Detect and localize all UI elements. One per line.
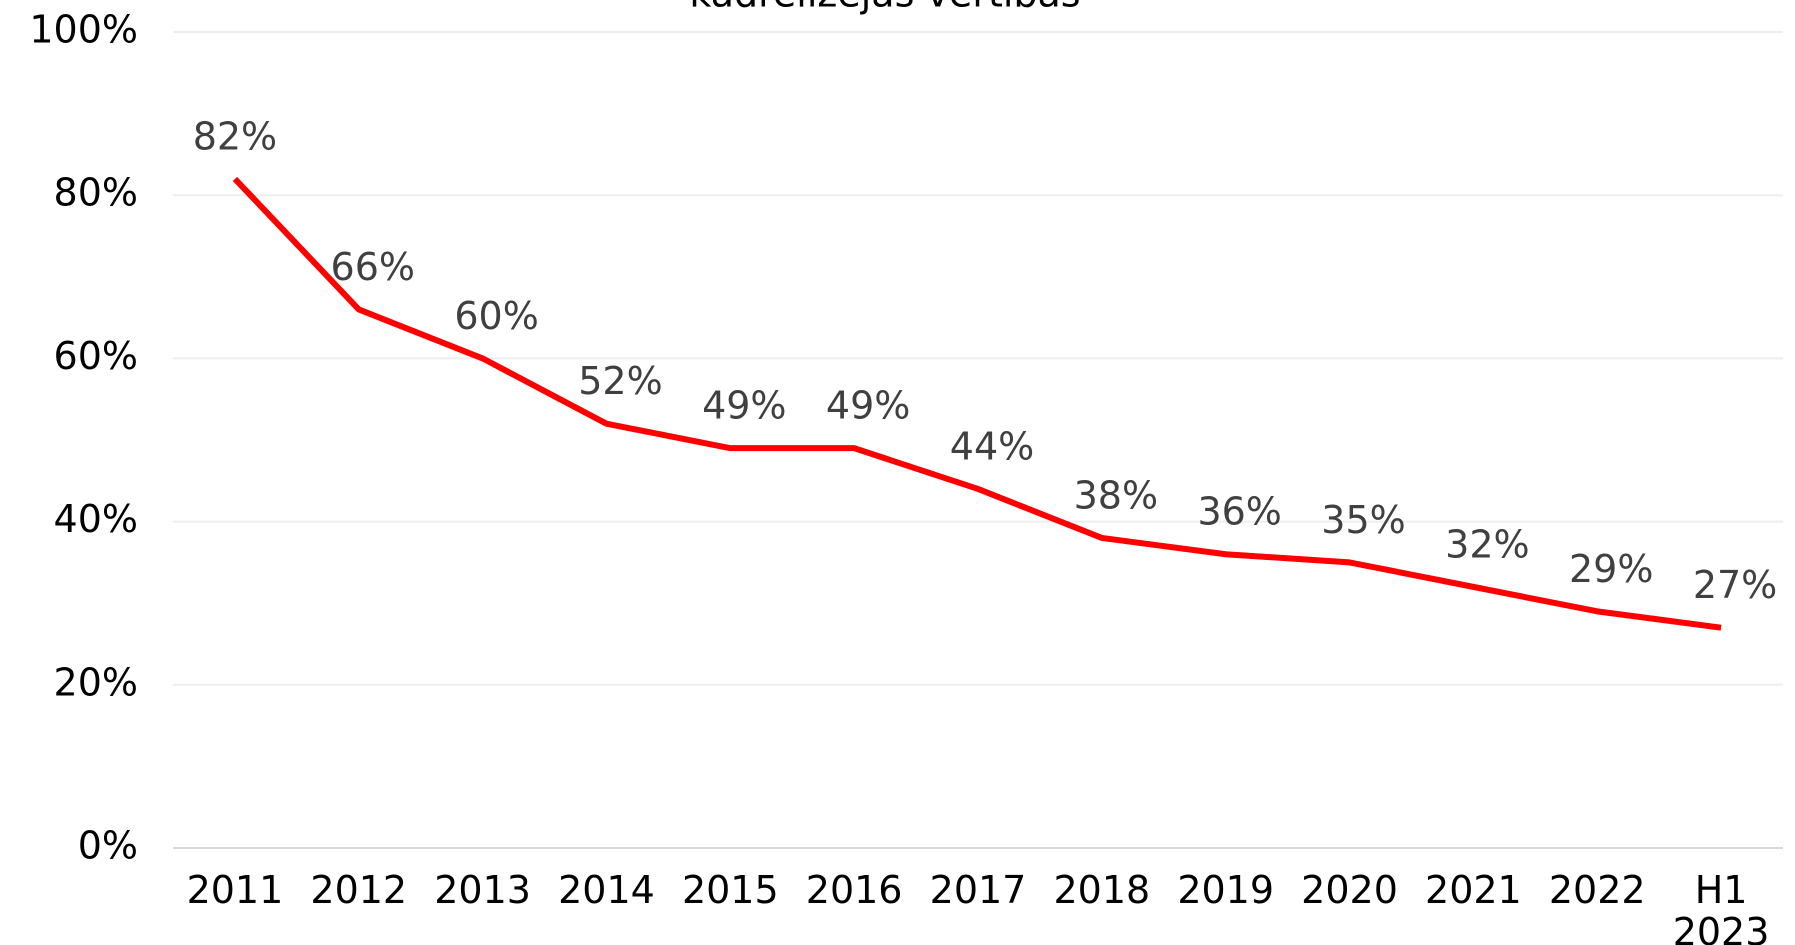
x-tick-label: 2018 xyxy=(1053,868,1150,912)
data-label: 35% xyxy=(1321,498,1405,542)
x-tick-label: 2014 xyxy=(558,868,655,912)
data-label: 60% xyxy=(454,294,538,338)
data-label: 44% xyxy=(950,424,1034,468)
x-tick-label: 2020 xyxy=(1301,868,1398,912)
x-tick-label: 2022 xyxy=(1549,868,1646,912)
line xyxy=(232,176,1722,631)
y-tick-label: 40% xyxy=(54,497,138,541)
data-label: 52% xyxy=(578,359,662,403)
x-tick-label: 2012 xyxy=(310,868,407,912)
y-tick-label: 100% xyxy=(29,8,138,52)
data-label: 49% xyxy=(826,384,910,428)
y-tick-label: 60% xyxy=(54,334,138,378)
x-tick-label: 2016 xyxy=(806,868,903,912)
y-tick-label: 80% xyxy=(54,171,138,215)
data-label: 36% xyxy=(1197,490,1281,534)
data-label: 66% xyxy=(331,245,415,289)
data-label: 29% xyxy=(1569,547,1653,591)
data-label: 32% xyxy=(1445,522,1529,566)
y-tick-label: 20% xyxy=(54,660,138,704)
data-label: 49% xyxy=(702,384,786,428)
data-label: 27% xyxy=(1693,563,1777,607)
data-label: 82% xyxy=(193,114,277,158)
x-tick-label: 2011 xyxy=(187,868,284,912)
x-tick-label: 2017 xyxy=(930,868,1027,912)
x-tick-label: 2021 xyxy=(1425,868,1522,912)
x-tick-label: 2013 xyxy=(434,868,531,912)
x-tick-label: H1 2023 xyxy=(1673,868,1770,945)
x-tick-label: 2015 xyxy=(682,868,779,912)
y-tick-label: 0% xyxy=(78,824,138,868)
x-tick-label: 2019 xyxy=(1177,868,1274,912)
data-label: 38% xyxy=(1074,473,1158,517)
chart-title: kadrelizējas vērtības xyxy=(689,0,1080,16)
